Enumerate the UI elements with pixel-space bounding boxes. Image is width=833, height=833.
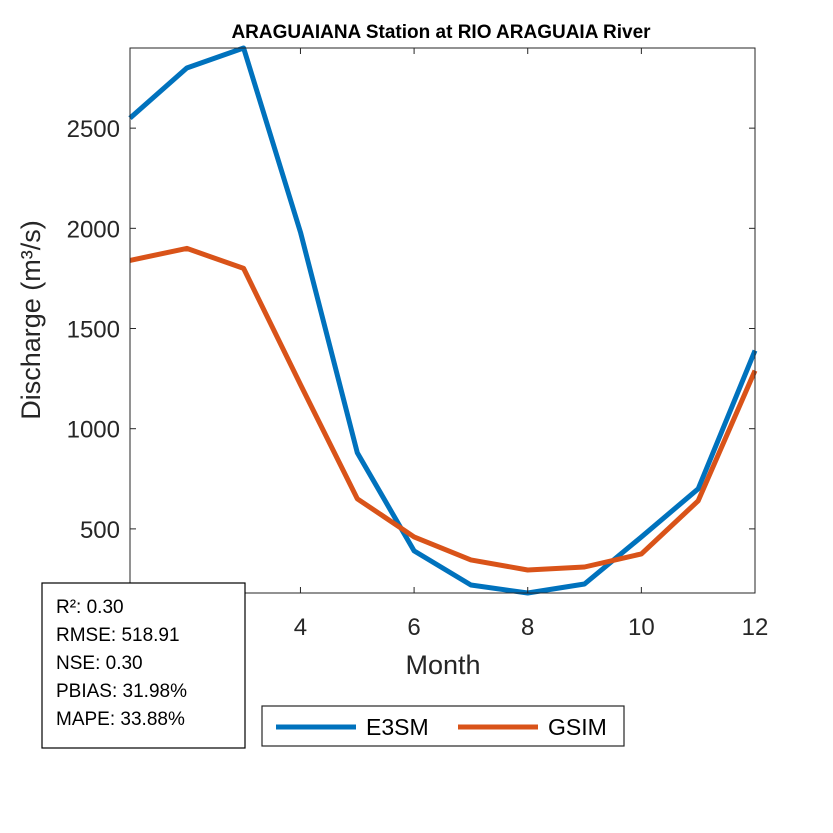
stats-pbias: PBIAS: 31.98% xyxy=(56,681,187,702)
stats-box-frame xyxy=(41,582,246,749)
legend-label-e3sm: E3SM xyxy=(366,714,429,740)
chart-title: ARAGUAIANA Station at RIO ARAGUAIA River xyxy=(231,22,651,43)
y-tick-label: 1500 xyxy=(67,317,120,344)
y-axis: 500 1000 1500 2000 2500 xyxy=(67,116,755,544)
y-axis-label: Discharge (m³/s) xyxy=(16,220,46,420)
x-tick-label: 4 xyxy=(294,614,307,641)
y-tick-label: 2500 xyxy=(67,116,120,143)
stats-mape: MAPE: 33.88% xyxy=(56,709,185,730)
x-tick-label: 8 xyxy=(521,614,534,641)
y-tick-label: 2000 xyxy=(67,216,120,243)
y-tick-label: 1000 xyxy=(67,417,120,444)
series-layer xyxy=(128,45,758,596)
x-tick-label: 6 xyxy=(407,614,420,641)
stats-rmse: RMSE: 518.91 xyxy=(56,625,180,646)
x-tick-label: 10 xyxy=(628,614,655,641)
x-tick-label: 12 xyxy=(742,614,769,641)
y-tick-label: 500 xyxy=(80,517,120,544)
stats-nse: NSE: 0.30 xyxy=(56,653,143,674)
legend: E3SM GSIM xyxy=(261,705,625,747)
stats-r2: R²: 0.30 xyxy=(56,597,124,618)
plot-frame xyxy=(129,47,756,594)
series-line-e3sm xyxy=(128,45,758,596)
series-line-gsim xyxy=(129,245,758,573)
x-axis: 4 6 8 10 12 xyxy=(294,48,769,641)
x-axis-label: Month xyxy=(405,650,480,680)
legend-label-gsim: GSIM xyxy=(548,714,607,740)
stats-box: R²: 0.30 RMSE: 518.91 NSE: 0.30 PBIAS: 3… xyxy=(41,582,246,749)
plot-area xyxy=(130,48,755,593)
